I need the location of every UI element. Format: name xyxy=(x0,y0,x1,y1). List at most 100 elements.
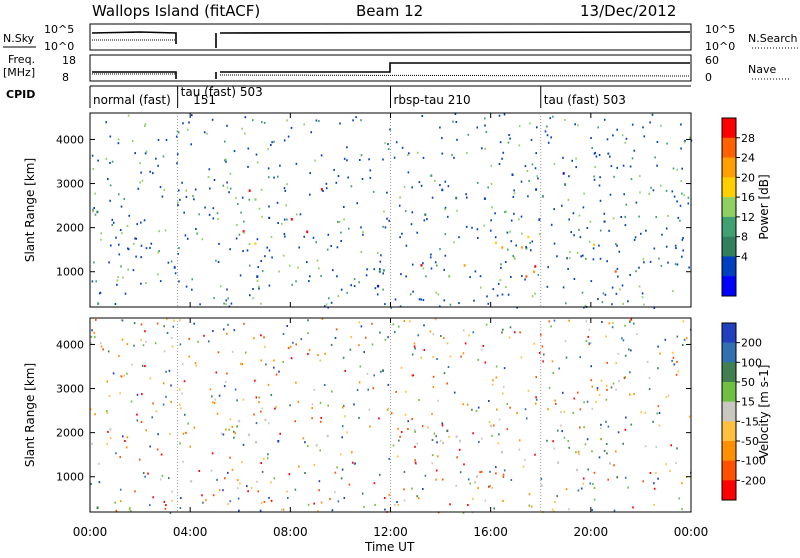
data-cell xyxy=(131,363,133,366)
data-cell xyxy=(676,447,678,450)
data-cell xyxy=(629,274,631,276)
data-cell xyxy=(525,275,528,278)
data-cell xyxy=(106,380,109,383)
data-cell xyxy=(510,276,512,278)
freq-strip: Freq. [MHz] 18 8 60 0 Nave xyxy=(3,53,790,84)
data-cell xyxy=(498,418,501,421)
data-cell xyxy=(105,157,108,160)
data-cell xyxy=(568,319,570,322)
data-cell xyxy=(226,186,229,189)
data-cell xyxy=(242,230,245,233)
data-cell xyxy=(260,260,262,262)
data-cell xyxy=(225,303,227,306)
data-cell xyxy=(449,303,452,306)
data-cell xyxy=(291,283,293,286)
data-cell xyxy=(502,385,505,388)
data-cell xyxy=(448,275,451,278)
data-cell xyxy=(512,255,514,257)
data-cell xyxy=(166,318,168,321)
data-cell xyxy=(123,198,125,200)
data-cell xyxy=(184,413,186,416)
data-cell xyxy=(361,492,364,495)
data-cell xyxy=(226,372,228,375)
data-cell xyxy=(170,400,172,403)
data-cell xyxy=(252,119,254,122)
data-cell xyxy=(653,247,656,250)
data-cell xyxy=(340,288,343,291)
data-cell xyxy=(270,144,272,146)
data-cell xyxy=(236,223,238,226)
data-cell xyxy=(599,199,602,202)
data-cell xyxy=(522,465,525,468)
data-cell xyxy=(142,472,145,474)
data-cell xyxy=(337,500,340,503)
data-cell xyxy=(552,440,554,443)
data-cell xyxy=(231,468,234,471)
data-cell xyxy=(513,212,515,215)
data-cell xyxy=(369,176,372,179)
data-cell xyxy=(598,244,600,247)
data-cell xyxy=(612,134,614,137)
data-cell xyxy=(627,300,629,303)
data-cell xyxy=(319,359,322,362)
data-cell xyxy=(320,275,322,278)
data-cell xyxy=(439,248,441,251)
data-cell xyxy=(258,396,261,399)
data-cell xyxy=(325,182,328,185)
data-cell xyxy=(562,391,564,394)
data-cell xyxy=(133,322,136,325)
data-cell xyxy=(630,318,633,321)
data-cell xyxy=(390,307,392,309)
data-cell xyxy=(656,141,659,143)
data-cell xyxy=(568,175,570,178)
data-cell xyxy=(530,138,533,141)
data-cell xyxy=(149,246,151,249)
data-cell xyxy=(448,435,450,438)
data-cell xyxy=(578,228,580,231)
data-cell xyxy=(222,489,224,492)
data-cell xyxy=(503,367,506,370)
data-cell xyxy=(652,189,655,192)
data-cell xyxy=(298,465,300,468)
data-cell xyxy=(107,430,109,433)
data-cell xyxy=(495,365,498,368)
data-cell xyxy=(270,236,273,239)
data-cell xyxy=(307,503,310,506)
data-cell xyxy=(631,123,634,126)
data-cell xyxy=(653,482,655,485)
data-cell xyxy=(466,152,468,155)
data-cell xyxy=(547,266,549,269)
data-cell xyxy=(649,472,652,474)
data-cell xyxy=(231,426,234,428)
data-cell xyxy=(315,119,318,122)
data-cell xyxy=(590,280,593,283)
data-cell xyxy=(639,191,641,194)
data-cell xyxy=(90,408,92,411)
data-cell xyxy=(624,215,626,218)
data-cell xyxy=(168,477,170,480)
data-cell xyxy=(188,121,190,124)
data-cell xyxy=(155,410,158,413)
data-cell xyxy=(342,404,345,407)
data-cell xyxy=(617,431,620,434)
data-cell xyxy=(140,221,142,224)
data-cell xyxy=(275,373,278,376)
data-cell xyxy=(631,157,634,160)
data-cell xyxy=(225,160,227,163)
data-cell xyxy=(502,475,505,478)
data-cell xyxy=(605,443,608,445)
data-cell xyxy=(259,509,262,512)
data-cell xyxy=(382,225,384,228)
data-cell xyxy=(222,433,225,436)
data-cell xyxy=(240,362,243,365)
data-cell xyxy=(476,181,479,184)
data-cell xyxy=(134,152,136,155)
data-cell xyxy=(454,113,457,115)
data-cell xyxy=(286,183,288,186)
data-cell xyxy=(209,187,211,190)
data-cell xyxy=(94,336,96,339)
data-cell xyxy=(480,470,483,473)
data-cell xyxy=(491,434,493,437)
data-cell xyxy=(267,167,270,170)
data-cell xyxy=(239,482,241,485)
